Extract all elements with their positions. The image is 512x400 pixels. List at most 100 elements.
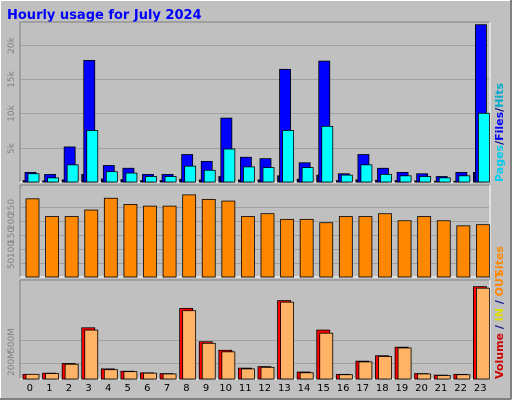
- volume-bar-out-7: [162, 373, 177, 380]
- volume-bar-out-2: [64, 363, 79, 380]
- pages-files-hits-legend: Pages/Files/Hits: [493, 83, 506, 182]
- sites-bar-sites-13: [280, 218, 294, 278]
- volume-bar-out-10: [221, 351, 236, 380]
- pages-files-hits-bar-hits-16: [340, 174, 353, 183]
- x-tick-label: 23: [474, 383, 487, 394]
- x-tick-label: 21: [435, 383, 448, 394]
- volume-bar-out-5: [123, 371, 138, 380]
- y-tick-label: 20k: [7, 36, 17, 53]
- legend-entry: Volume: [493, 333, 506, 379]
- x-tick-label: 1: [46, 383, 52, 394]
- x-tick-label: 19: [396, 383, 409, 394]
- y-tick-label: 100: [7, 241, 17, 258]
- x-tick-label: 8: [183, 383, 189, 394]
- x-tick-label: 18: [376, 383, 389, 394]
- volume-bar-out-11: [241, 368, 255, 380]
- y-tick-label: 5k: [7, 142, 17, 154]
- legend-entry: /: [493, 321, 506, 333]
- volume-bar-out-4: [103, 369, 118, 380]
- x-axis: 0 1 2 3 4 5 6 7 8 9 10 11 12 13 14 15 16 17 18 19 20 21 22 23: [27, 383, 487, 394]
- pages-files-hits-bar-hits-21: [438, 177, 451, 183]
- sites-bar-sites-11: [241, 216, 255, 278]
- pages-files-hits-bar-hits-18: [380, 174, 392, 183]
- x-tick-label: 7: [164, 383, 170, 394]
- y-tick-label: 50: [7, 258, 17, 270]
- volume-bar-out-0: [25, 373, 40, 380]
- pages-files-hits-bar-hits-23: [478, 112, 490, 183]
- volume-bar-out-16: [338, 374, 353, 380]
- sites-bar-sites-23: [476, 224, 490, 278]
- sites-bar-sites-19: [397, 220, 412, 278]
- pages-files-hits-bar-hits-12: [262, 167, 275, 183]
- sites-legend: Sites: [493, 246, 506, 277]
- sites-bar-sites-16: [338, 216, 353, 278]
- x-tick-label: 12: [258, 383, 271, 394]
- x-tick-label: 20: [415, 383, 428, 394]
- pages-files-hits-bar-hits-11: [243, 166, 255, 183]
- pages-files-hits-bar-hits-10: [223, 148, 236, 183]
- volume-bar-out-18: [378, 356, 392, 380]
- sites-bar-sites-9: [201, 198, 216, 278]
- sites-bar-sites-4: [103, 197, 118, 278]
- x-tick-label: 17: [356, 383, 369, 394]
- sites-bar-sites-21: [436, 220, 451, 278]
- x-tick-label: 13: [278, 383, 291, 394]
- pages-files-hits-bar-hits-5: [125, 172, 138, 183]
- pages-files-hits-bar-hits-22: [458, 175, 471, 183]
- y-tick-label: 200: [7, 213, 17, 230]
- pages-files-hits-bar-hits-1: [47, 177, 59, 183]
- x-tick-label: 5: [125, 383, 131, 394]
- volume-bar-out-22: [456, 374, 471, 380]
- volume-bar-out-15: [319, 332, 334, 380]
- sites-bar-sites-10: [221, 200, 236, 278]
- pages-files-hits-bar-hits-0: [27, 173, 40, 183]
- pages-files-hits-bar-hits-14: [301, 167, 314, 183]
- plot-area: [20, 280, 490, 379]
- pages-files-hits-bar-hits-17: [360, 164, 373, 183]
- volume-bar-out-13: [280, 301, 294, 380]
- volume-bar-out-17: [358, 361, 373, 380]
- volume-bar-out-23: [476, 287, 490, 380]
- y-tick-label: 250: [7, 199, 17, 216]
- pages-files-hits-bar-hits-15: [321, 125, 334, 183]
- volume-bar-out-14: [299, 372, 314, 380]
- pages-files-hits-bar-hits-19: [399, 175, 412, 183]
- sites-bar-sites-17: [358, 216, 373, 278]
- legend-entry: /: [493, 140, 506, 145]
- sites-bar-sites-3: [84, 209, 99, 278]
- x-tick-label: 10: [219, 383, 232, 394]
- volume-bar-out-20: [417, 373, 432, 380]
- volume-bar-out-19: [397, 347, 412, 380]
- pages-files-hits-bar-hits-7: [164, 176, 177, 183]
- sites-bar-sites-18: [378, 213, 392, 278]
- sites-bar-sites-8: [182, 194, 197, 278]
- sites-bar-sites-14: [299, 218, 314, 278]
- pages-files-hits-bar-hits-9: [203, 169, 216, 183]
- plot-area: [20, 22, 490, 182]
- pages-files-hits-bar-hits-4: [105, 171, 118, 183]
- legend-entry: /: [493, 296, 506, 308]
- x-tick-label: 9: [203, 383, 209, 394]
- legend-entry: IN: [493, 308, 506, 321]
- plot-area: [20, 185, 490, 277]
- pages-files-hits-bar-hits-13: [282, 130, 294, 183]
- chart-title: Hourly usage for July 2024: [7, 8, 202, 23]
- y-tick-label: 150: [7, 227, 17, 244]
- sites-bar-sites-2: [64, 216, 79, 278]
- pages-files-hits-bar-hits-8: [184, 165, 197, 183]
- y-tick-label: 10k: [7, 104, 17, 121]
- legend-entry: OUT: [493, 270, 506, 296]
- volume-bar-out-1: [45, 373, 59, 380]
- legend-entry: /: [493, 107, 506, 112]
- x-tick-label: 3: [85, 383, 91, 394]
- x-tick-label: 22: [454, 383, 467, 394]
- x-tick-label: 15: [317, 383, 330, 394]
- sites-bar-sites-7: [162, 205, 177, 278]
- pages-files-hits-bar-hits-6: [145, 176, 157, 183]
- legend-entry: Hits: [493, 83, 506, 108]
- x-tick-label: 0: [27, 383, 33, 394]
- x-tick-label: 6: [144, 383, 150, 394]
- y-tick-label: 500M: [7, 328, 17, 353]
